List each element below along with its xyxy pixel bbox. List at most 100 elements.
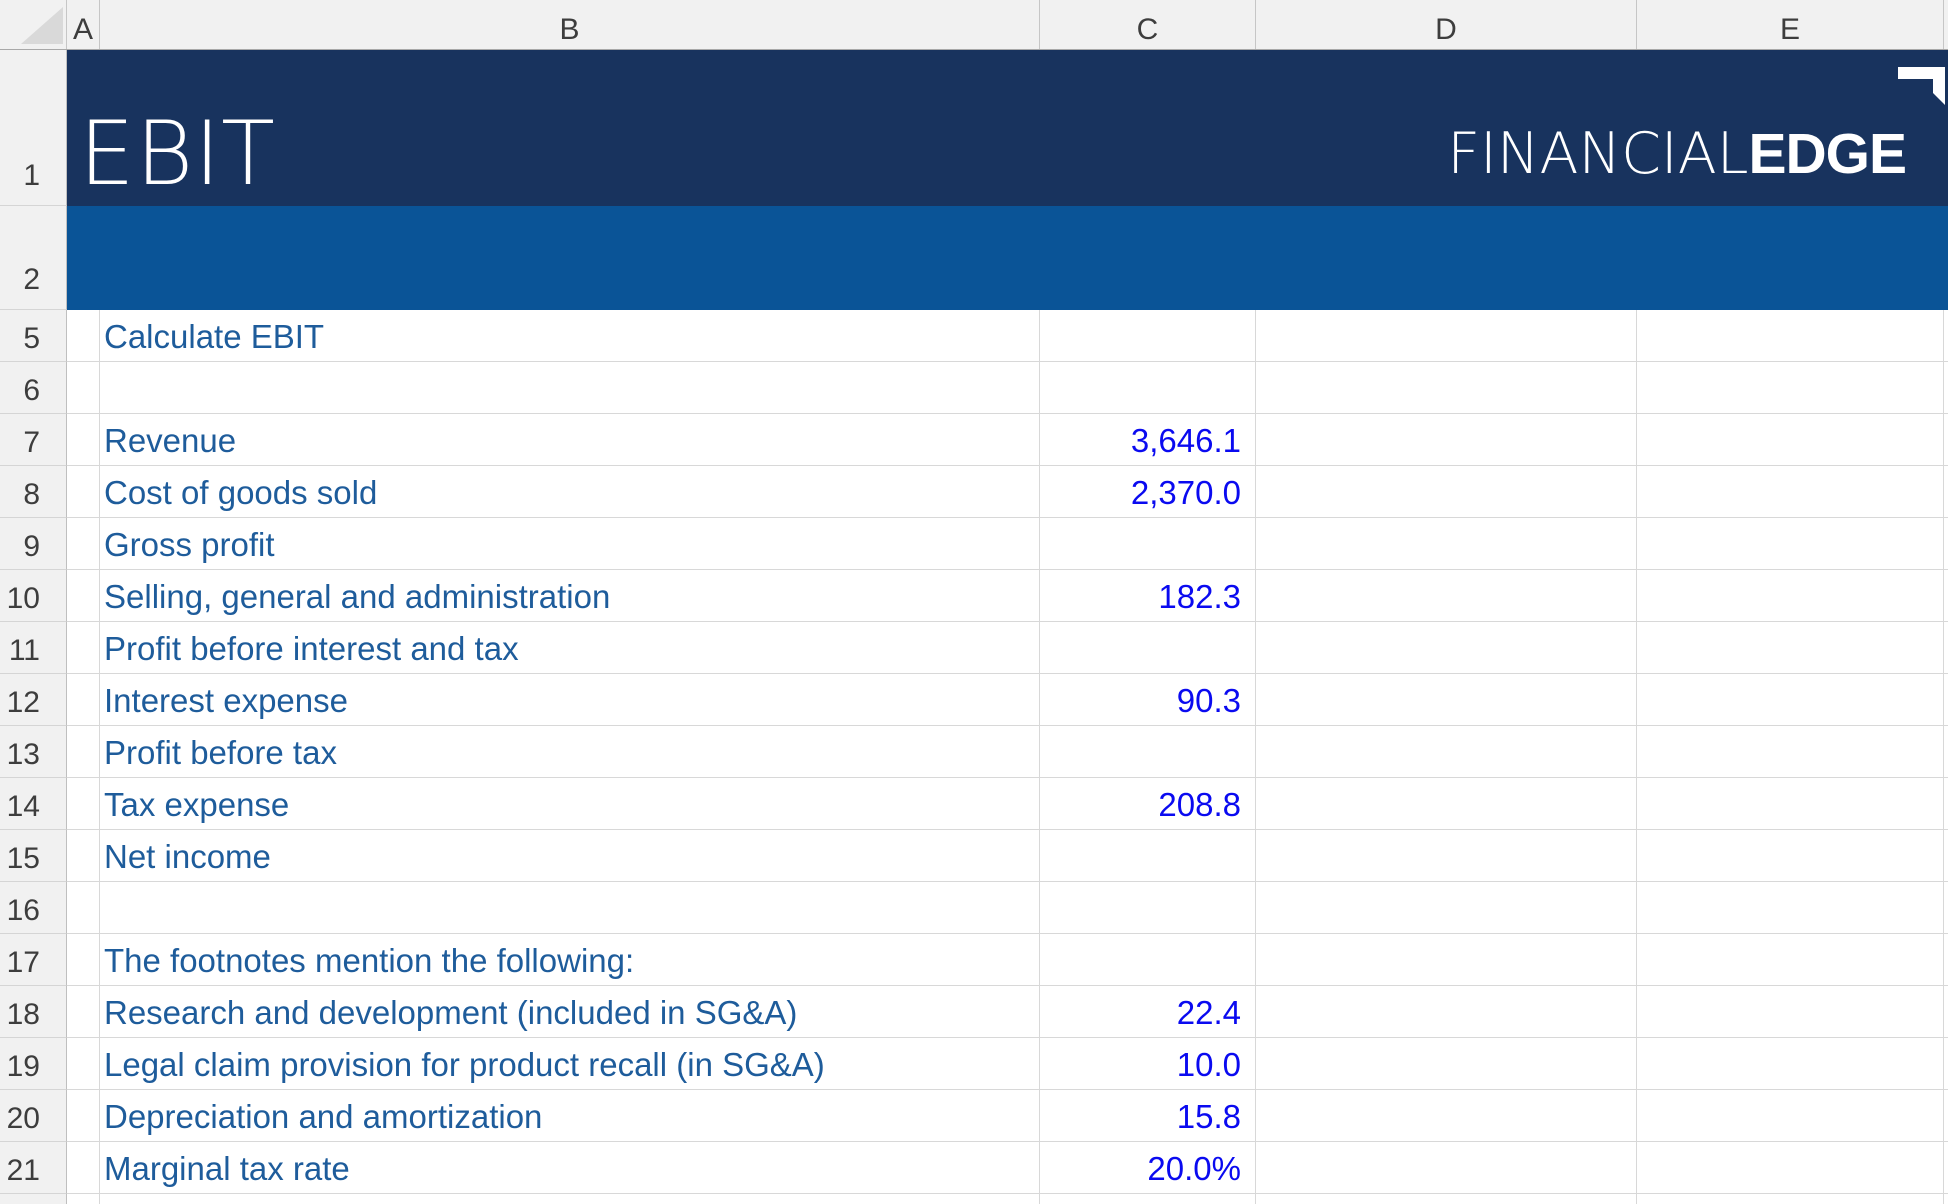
cell-A5[interactable]	[67, 310, 100, 362]
cell-A22-partial[interactable]	[67, 1194, 100, 1204]
row-header-10[interactable]: 10	[0, 570, 67, 622]
cell-D8[interactable]	[1256, 466, 1637, 518]
cell-B16[interactable]	[100, 882, 1040, 934]
cell-E9[interactable]	[1637, 518, 1944, 570]
row-header-19[interactable]: 19	[0, 1038, 67, 1090]
row-header-14[interactable]: 14	[0, 778, 67, 830]
row-header-21[interactable]: 21	[0, 1142, 67, 1194]
row-header-6[interactable]: 6	[0, 362, 67, 414]
cell-A8[interactable]	[67, 466, 100, 518]
cell-E18[interactable]	[1637, 986, 1944, 1038]
cell-C6[interactable]	[1040, 362, 1256, 414]
cell-D19[interactable]	[1256, 1038, 1637, 1090]
cell-D15[interactable]	[1256, 830, 1637, 882]
cell-D5[interactable]	[1256, 310, 1637, 362]
cell-D9[interactable]	[1256, 518, 1637, 570]
cell-B15[interactable]: Net income	[100, 830, 1040, 882]
cell-A6[interactable]	[67, 362, 100, 414]
cell-C5[interactable]	[1040, 310, 1256, 362]
cell-E22-partial[interactable]	[1637, 1194, 1944, 1204]
cell-B20[interactable]: Depreciation and amortization	[100, 1090, 1040, 1142]
cell-C8[interactable]: 2,370.0	[1040, 466, 1256, 518]
cell-C14[interactable]: 208.8	[1040, 778, 1256, 830]
cell-D22-partial[interactable]	[1256, 1194, 1637, 1204]
cell-C9[interactable]	[1040, 518, 1256, 570]
cell-E13[interactable]	[1637, 726, 1944, 778]
cell-D18[interactable]	[1256, 986, 1637, 1038]
column-header-D[interactable]: D	[1256, 0, 1637, 49]
cell-B19[interactable]: Legal claim provision for product recall…	[100, 1038, 1040, 1090]
cell-D14[interactable]	[1256, 778, 1637, 830]
cell-E20[interactable]	[1637, 1090, 1944, 1142]
cell-A13[interactable]	[67, 726, 100, 778]
cell-E15[interactable]	[1637, 830, 1944, 882]
cell-B13[interactable]: Profit before tax	[100, 726, 1040, 778]
cell-E21[interactable]	[1637, 1142, 1944, 1194]
cell-C16[interactable]	[1040, 882, 1256, 934]
column-header-B[interactable]: B	[100, 0, 1040, 49]
row-header-13[interactable]: 13	[0, 726, 67, 778]
select-all-corner[interactable]	[0, 0, 67, 49]
row-header-20[interactable]: 20	[0, 1090, 67, 1142]
cell-A20[interactable]	[67, 1090, 100, 1142]
cell-E12[interactable]	[1637, 674, 1944, 726]
cell-A18[interactable]	[67, 986, 100, 1038]
cell-B17[interactable]: The footnotes mention the following:	[100, 934, 1040, 986]
cell-blue-band[interactable]	[67, 206, 1948, 310]
cell-C21[interactable]: 20.0%	[1040, 1142, 1256, 1194]
cell-E16[interactable]	[1637, 882, 1944, 934]
row-header-16[interactable]: 16	[0, 882, 67, 934]
cell-A15[interactable]	[67, 830, 100, 882]
row-header-7[interactable]: 7	[0, 414, 67, 466]
cell-E7[interactable]	[1637, 414, 1944, 466]
cell-B9[interactable]: Gross profit	[100, 518, 1040, 570]
cell-A14[interactable]	[67, 778, 100, 830]
cell-E17[interactable]	[1637, 934, 1944, 986]
cell-B11[interactable]: Profit before interest and tax	[100, 622, 1040, 674]
cell-D16[interactable]	[1256, 882, 1637, 934]
cell-C22-partial[interactable]	[1040, 1194, 1256, 1204]
cell-A7[interactable]	[67, 414, 100, 466]
row-header-12[interactable]: 12	[0, 674, 67, 726]
cell-A11[interactable]	[67, 622, 100, 674]
row-header-2[interactable]: 2	[0, 206, 67, 310]
cell-E14[interactable]	[1637, 778, 1944, 830]
cell-D11[interactable]	[1256, 622, 1637, 674]
cell-C19[interactable]: 10.0	[1040, 1038, 1256, 1090]
cell-A12[interactable]	[67, 674, 100, 726]
cell-A19[interactable]	[67, 1038, 100, 1090]
cell-E19[interactable]	[1637, 1038, 1944, 1090]
cell-E6[interactable]	[1637, 362, 1944, 414]
cell-C18[interactable]: 22.4	[1040, 986, 1256, 1038]
column-header-C[interactable]: C	[1040, 0, 1256, 49]
cell-B21[interactable]: Marginal tax rate	[100, 1142, 1040, 1194]
cell-D10[interactable]	[1256, 570, 1637, 622]
column-header-E[interactable]: E	[1637, 0, 1944, 49]
cell-C7[interactable]: 3,646.1	[1040, 414, 1256, 466]
cell-C11[interactable]	[1040, 622, 1256, 674]
cell-A10[interactable]	[67, 570, 100, 622]
cell-D7[interactable]	[1256, 414, 1637, 466]
column-header-A[interactable]: A	[67, 0, 100, 49]
row-header-1[interactable]: 1	[0, 50, 67, 206]
cell-C20[interactable]: 15.8	[1040, 1090, 1256, 1142]
row-header-22-partial[interactable]	[0, 1194, 67, 1204]
cell-B8[interactable]: Cost of goods sold	[100, 466, 1040, 518]
cell-E11[interactable]	[1637, 622, 1944, 674]
cell-D12[interactable]	[1256, 674, 1637, 726]
cell-E5[interactable]	[1637, 310, 1944, 362]
cell-C17[interactable]	[1040, 934, 1256, 986]
cell-B14[interactable]: Tax expense	[100, 778, 1040, 830]
cell-D6[interactable]	[1256, 362, 1637, 414]
cell-B7[interactable]: Revenue	[100, 414, 1040, 466]
cell-A16[interactable]	[67, 882, 100, 934]
cell-B22-partial[interactable]	[100, 1194, 1040, 1204]
cell-B10[interactable]: Selling, general and administration	[100, 570, 1040, 622]
cell-C13[interactable]	[1040, 726, 1256, 778]
cell-C15[interactable]	[1040, 830, 1256, 882]
cell-A21[interactable]	[67, 1142, 100, 1194]
cell-A9[interactable]	[67, 518, 100, 570]
cell-E10[interactable]	[1637, 570, 1944, 622]
cell-D17[interactable]	[1256, 934, 1637, 986]
row-header-9[interactable]: 9	[0, 518, 67, 570]
